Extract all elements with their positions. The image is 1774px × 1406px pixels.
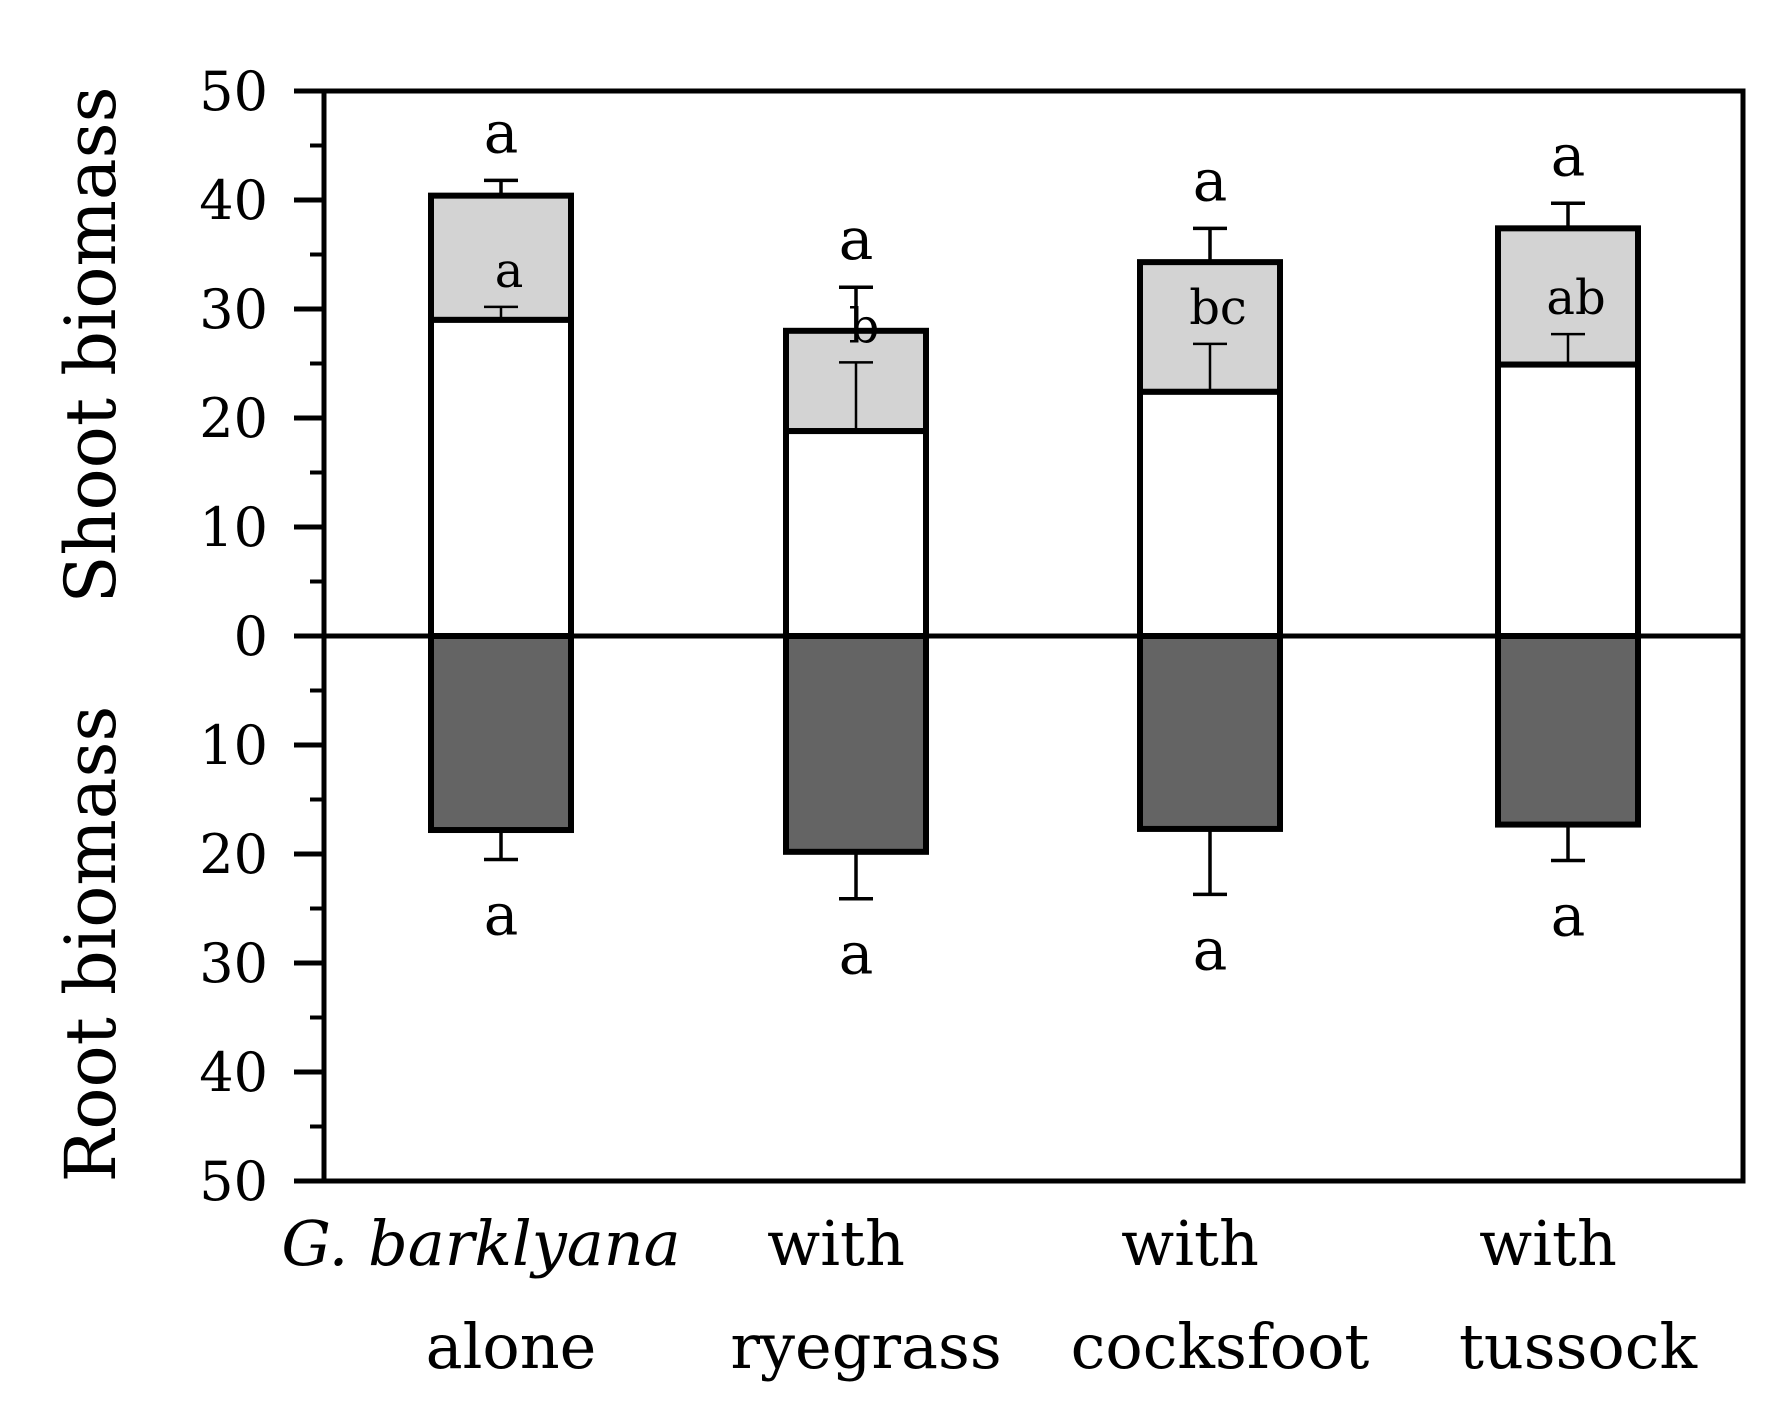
y-axis-title-shoot: Shoot biomass [50,86,132,603]
category-label-line2-1: ryegrass [730,1310,1001,1383]
shoot-total-letter-0: a [484,98,519,166]
shoot-total-letter-2: a [1193,146,1228,214]
shoot-lower-letter-0: a [495,243,524,299]
y-tick-label-1: 40 [199,169,268,232]
y-tick-label-5: 0 [234,605,268,668]
root-letter-0: a [484,880,519,948]
root-bar-2 [1137,633,1283,832]
shoot-lower-bar-3 [1495,361,1641,639]
y-tick-label-3: 20 [199,387,268,450]
frame-layer [294,88,1746,1184]
bars-layer [428,178,1641,901]
shoot-lower-letter-2: bc [1189,280,1247,336]
root-letter-1: a [839,920,874,988]
y-tick-label-9: 40 [199,1041,268,1104]
shoot-lower-bar-1 [783,428,929,639]
y-tick-label-2: 30 [199,278,268,341]
category-label-line2-0: alone [426,1310,597,1383]
y-tick-label-8: 30 [199,932,268,995]
y-tick-label-10: 50 [199,1150,268,1213]
root-bar-1 [783,633,929,855]
y-tick-label-4: 10 [199,496,268,559]
shoot-total-letter-3: a [1551,121,1586,189]
category-label-line1-2: with [1121,1207,1259,1280]
root-bar-3 [1495,633,1641,828]
root-bar-0 [428,633,574,834]
category-label-line1-0: G. barklyana [281,1207,680,1280]
shoot-total-letter-1: a [839,205,874,273]
category-label-line2-3: tussock [1459,1310,1698,1383]
root-letter-2: a [1193,915,1228,983]
root-letter-3: a [1551,882,1586,950]
y-tick-label-6: 10 [199,714,268,777]
shoot-lower-letter-3: ab [1546,270,1605,326]
shoot-lower-bar-0 [428,316,574,639]
y-tick-label-7: 20 [199,823,268,886]
shoot-lower-bar-2 [1137,388,1283,639]
category-label-line2-2: cocksfoot [1071,1310,1370,1383]
category-label-line1-1: with [767,1207,905,1280]
y-axis-title-root: Root biomass [50,706,132,1183]
y-tick-label-0: 50 [199,60,268,123]
category-label-line1-3: with [1479,1207,1617,1280]
shoot-lower-letter-1: b [849,298,880,354]
